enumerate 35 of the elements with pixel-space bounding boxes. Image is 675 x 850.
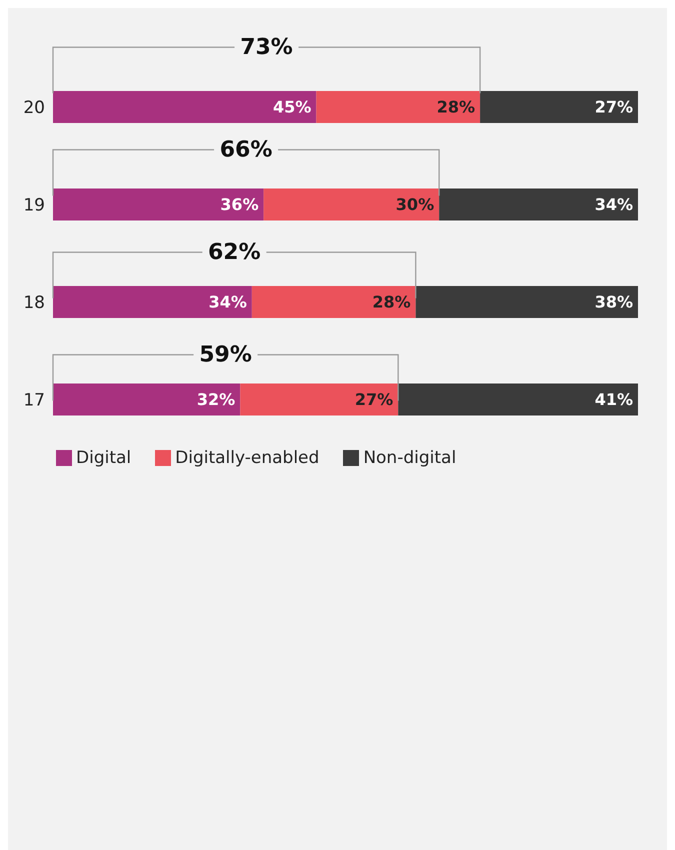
- y-tick-label: 18: [23, 292, 45, 313]
- bar: [53, 286, 252, 318]
- data-label: 34%: [594, 195, 633, 214]
- y-tick-label: 20: [23, 98, 45, 118]
- bar: [480, 91, 638, 123]
- data-label: 32%: [196, 390, 236, 410]
- data-label: 34%: [208, 292, 247, 312]
- data-label: 45%: [272, 98, 312, 117]
- bar: [264, 188, 440, 220]
- bar: [439, 188, 638, 220]
- bar: [240, 384, 398, 416]
- bar: [53, 91, 316, 123]
- data-label: 36%: [220, 195, 259, 214]
- data-label: 28%: [372, 292, 411, 312]
- annotation: 59%: [199, 342, 252, 368]
- y-tick-label: 17: [23, 390, 45, 410]
- data-label: 30%: [396, 195, 434, 214]
- bar: [398, 384, 638, 416]
- data-label: 41%: [594, 390, 633, 410]
- data-label: 38%: [594, 292, 633, 312]
- legend-label: Digitally-enabled: [175, 448, 320, 468]
- annotation: 73%: [240, 34, 293, 60]
- legend-label: Digital: [76, 448, 132, 468]
- annotation: 62%: [208, 240, 261, 265]
- bar: [53, 188, 264, 220]
- data-label: 27%: [594, 98, 633, 117]
- bar: [416, 286, 638, 318]
- bar: [316, 91, 480, 123]
- legend-label: Non-digital: [363, 448, 456, 468]
- y-tick-label: 19: [23, 195, 45, 216]
- bar: [53, 384, 240, 416]
- data-label: 28%: [436, 98, 476, 117]
- annotation: 66%: [220, 137, 272, 162]
- data-label: 27%: [354, 390, 394, 410]
- bar: [252, 286, 416, 318]
